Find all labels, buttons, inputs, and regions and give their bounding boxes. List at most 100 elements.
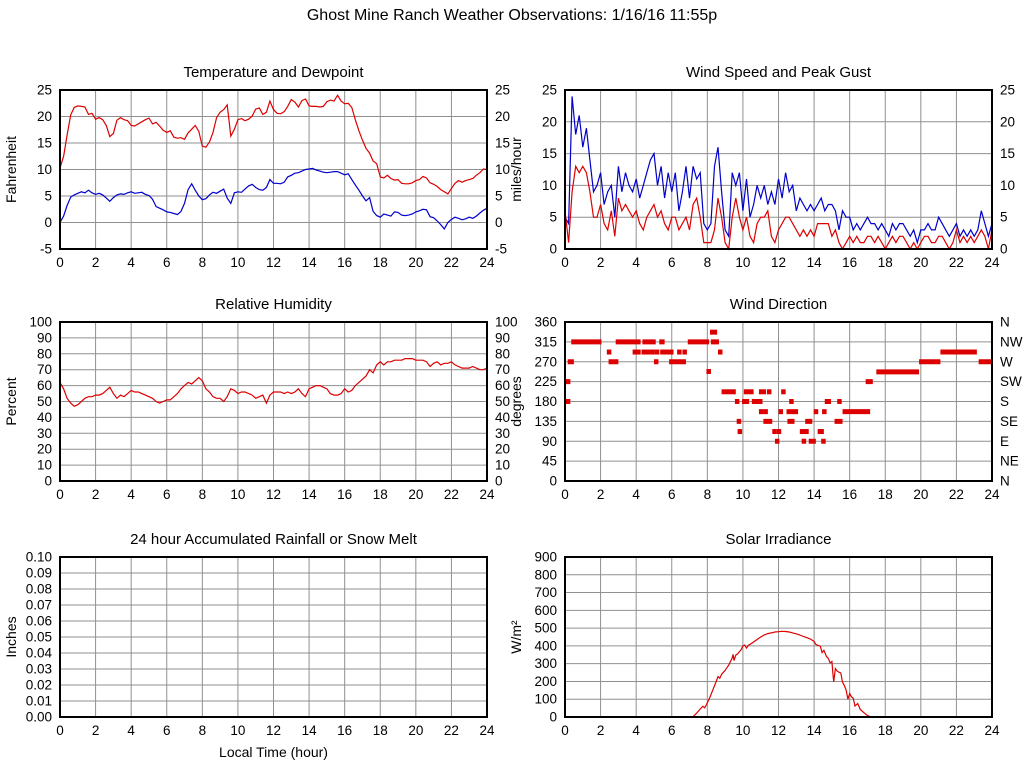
wind-direction-compass-label: S	[1000, 394, 1009, 409]
solar-irradiance-ytick: 700	[534, 585, 557, 600]
temperature-dewpoint-ytick-right: 0	[495, 215, 503, 230]
wind-speed-gust-xtick: 2	[597, 255, 605, 270]
relative-humidity-ytick: 80	[37, 346, 52, 361]
relative-humidity-ytick-right: 0	[495, 474, 503, 489]
rainfall-ytick: 0.00	[26, 710, 52, 725]
rainfall-ytick: 0.07	[26, 598, 52, 613]
wind-direction-ytick: 90	[542, 434, 557, 449]
rainfall-xtick: 2	[92, 723, 100, 738]
wind-direction-ytick: 360	[534, 315, 557, 330]
relative-humidity-ytick-right: 100	[495, 315, 518, 330]
relative-humidity-ytick: 0	[44, 474, 52, 489]
relative-humidity-ytick: 10	[37, 458, 52, 473]
relative-humidity-xtick: 24	[479, 487, 495, 502]
rainfall-xtick: 18	[373, 723, 388, 738]
wind-speed-gust-xtick: 22	[949, 255, 964, 270]
temperature-dewpoint-ytick: 20	[37, 109, 52, 124]
temperature-dewpoint-ytick: 10	[37, 162, 52, 177]
temperature-dewpoint-ytick-right: 5	[495, 189, 503, 204]
wind-speed-line	[564, 164, 993, 251]
rainfall-ytick: 0.01	[26, 694, 52, 709]
solar-irradiance-xtick: 16	[842, 723, 857, 738]
wind-direction-ytick: 225	[534, 374, 557, 389]
relative-humidity-xtick: 4	[127, 487, 135, 502]
solar-irradiance-xtick: 4	[632, 723, 640, 738]
wind-direction-ytick: 315	[534, 334, 557, 349]
relative-humidity-xtick: 18	[373, 487, 388, 502]
solar-irradiance-xtick: 22	[949, 723, 964, 738]
relative-humidity-ytick: 100	[29, 315, 52, 330]
wind-speed-gust-grid	[564, 89, 993, 250]
wind-speed-gust-ytick: 5	[549, 210, 557, 225]
temperature-dewpoint-border	[59, 89, 488, 250]
temperature-dewpoint-ytick: -5	[40, 242, 52, 257]
temperature-dewpoint-ytick-right: 10	[495, 162, 510, 177]
rainfall-xtick: 20	[408, 723, 423, 738]
relative-humidity-ytick-right: 40	[495, 410, 510, 425]
wind-speed-gust-ytick: 20	[542, 114, 557, 129]
relative-humidity-xtick: 6	[163, 487, 171, 502]
rainfall-ylabel: Inches	[3, 616, 19, 657]
wind-speed-gust-ytick-right: 20	[1000, 114, 1015, 129]
wind-speed-gust-ytick-right: 10	[1000, 178, 1015, 193]
wind-direction-xtick: 8	[704, 487, 712, 502]
temperature-dewpoint-ytick-right: 25	[495, 83, 510, 98]
wind-speed-gust-xtick: 24	[984, 255, 1000, 270]
wind-direction-border	[564, 321, 993, 482]
solar-irradiance-ytick: 200	[534, 674, 557, 689]
solar-irradiance-xtick: 20	[913, 723, 928, 738]
rainfall-xtick: 24	[479, 723, 495, 738]
rainfall-ytick: 0.06	[26, 614, 52, 629]
solar-irradiance-xtick: 14	[807, 723, 823, 738]
wind-direction-xtick: 20	[913, 487, 928, 502]
wind-direction-compass-label: NE	[1000, 454, 1019, 469]
temperature-dewpoint-ytick: 5	[44, 189, 52, 204]
wind-direction-xtick: 2	[597, 487, 605, 502]
rainfall-xtick: 8	[199, 723, 207, 738]
wind-direction-ytick: 270	[534, 354, 557, 369]
wind-speed-gust-xtick: 18	[878, 255, 893, 270]
rainfall-ytick: 0.04	[26, 646, 53, 661]
solar-irradiance-xtick: 0	[561, 723, 569, 738]
wind-direction-xtick: 24	[984, 487, 1000, 502]
wind-direction-ytick: 135	[534, 414, 557, 429]
wind-direction-xtick: 12	[771, 487, 786, 502]
wind-direction-xtick: 4	[632, 487, 640, 502]
solar-irradiance-ytick: 100	[534, 692, 557, 707]
relative-humidity-ytick-right: 90	[495, 330, 510, 345]
wind-direction-xtick: 10	[735, 487, 750, 502]
wind-speed-gust-xtick: 8	[704, 255, 712, 270]
temperature-dewpoint-ytick-right: -5	[495, 242, 507, 257]
wind-direction-compass-label: SW	[1000, 374, 1022, 389]
relative-humidity-ytick-right: 80	[495, 346, 510, 361]
relative-humidity-border	[59, 321, 488, 482]
solar-irradiance-ytick: 0	[549, 710, 557, 725]
rainfall-xtick: 6	[163, 723, 171, 738]
wind-speed-gust-xtick: 6	[668, 255, 676, 270]
relative-humidity-xtick: 12	[266, 487, 281, 502]
relative-humidity-xtick: 8	[199, 487, 207, 502]
wind-direction-ytick: 180	[534, 394, 557, 409]
temperature-dewpoint-xtick: 8	[199, 255, 207, 270]
solar-irradiance-border	[564, 556, 993, 718]
solar-irradiance-xtick: 10	[735, 723, 750, 738]
wind-speed-gust-ytick: 25	[542, 83, 557, 98]
relative-humidity-xtick: 22	[444, 487, 459, 502]
relative-humidity-ytick: 70	[37, 362, 52, 377]
solar-irradiance-xtick: 8	[704, 723, 712, 738]
temperature-dewpoint-ytick: 0	[44, 215, 52, 230]
wind-speed-gust-ytick-right: 0	[1000, 242, 1008, 257]
solar-irradiance-ytick: 900	[534, 550, 557, 565]
temperature-dewpoint-xtick: 0	[56, 255, 64, 270]
temperature-dewpoint-xtick: 22	[444, 255, 459, 270]
temperature-line	[59, 94, 488, 195]
wind-speed-gust-ytick: 10	[542, 178, 557, 193]
relative-humidity-ytick: 20	[37, 442, 52, 457]
wind-speed-gust-ytick-right: 15	[1000, 146, 1015, 161]
relative-humidity-xtick: 0	[56, 487, 64, 502]
wind-direction-xtick: 18	[878, 487, 893, 502]
